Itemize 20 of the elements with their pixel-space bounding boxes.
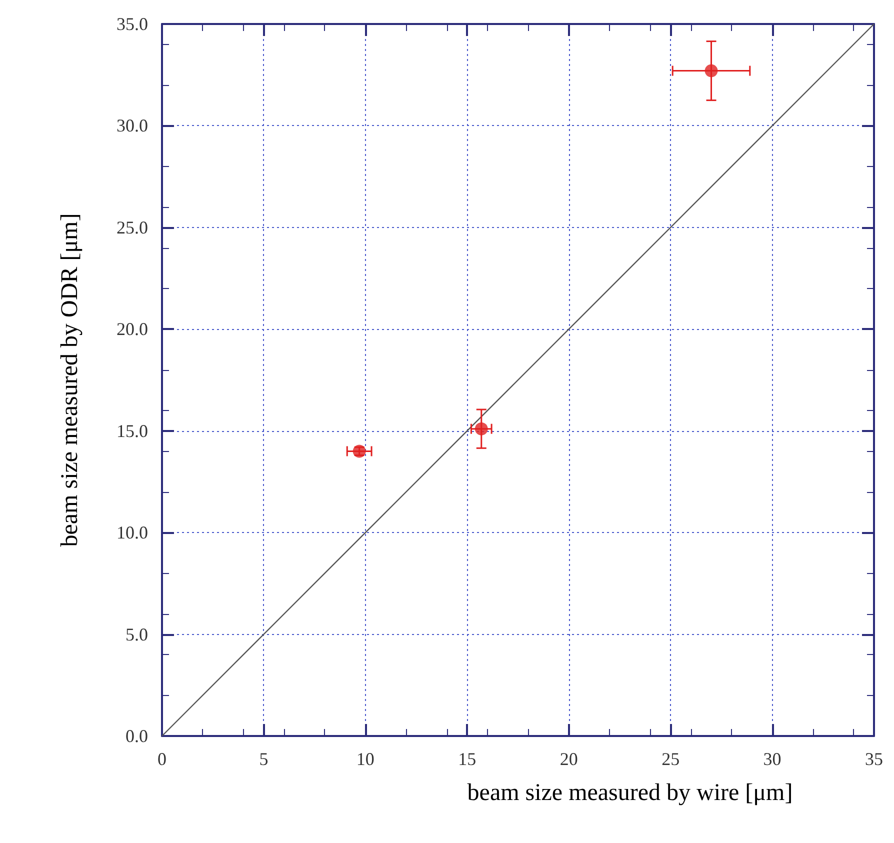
x-tick-label: 30 xyxy=(763,749,782,769)
y-tick-label: 20.0 xyxy=(116,319,148,340)
x-tick-label: 25 xyxy=(662,749,680,769)
x-tick-label: 20 xyxy=(560,749,578,769)
y-tick-label: 25.0 xyxy=(116,217,148,238)
x-tick-label: 35 xyxy=(865,749,883,769)
point xyxy=(704,64,718,78)
x-tick-label: 10 xyxy=(356,749,374,769)
point xyxy=(474,422,488,436)
y-tick-label: 0.0 xyxy=(126,726,148,746)
y-tick-label: 15.0 xyxy=(116,420,148,441)
x-axis-title: beam size measured by wire [μm] xyxy=(467,780,793,806)
y-tick-label: 10.0 xyxy=(116,522,148,543)
x-tick-label: 15 xyxy=(458,749,476,769)
x-tick-label: 0 xyxy=(158,749,166,769)
y-tick-label: 35.0 xyxy=(116,14,148,34)
y-axis-title: beam size measured by ODR [μm] xyxy=(57,213,83,547)
y-tick-label: 30.0 xyxy=(116,116,148,136)
y-tick-label: 5.0 xyxy=(126,624,148,644)
x-tick-label: 5 xyxy=(259,749,268,769)
